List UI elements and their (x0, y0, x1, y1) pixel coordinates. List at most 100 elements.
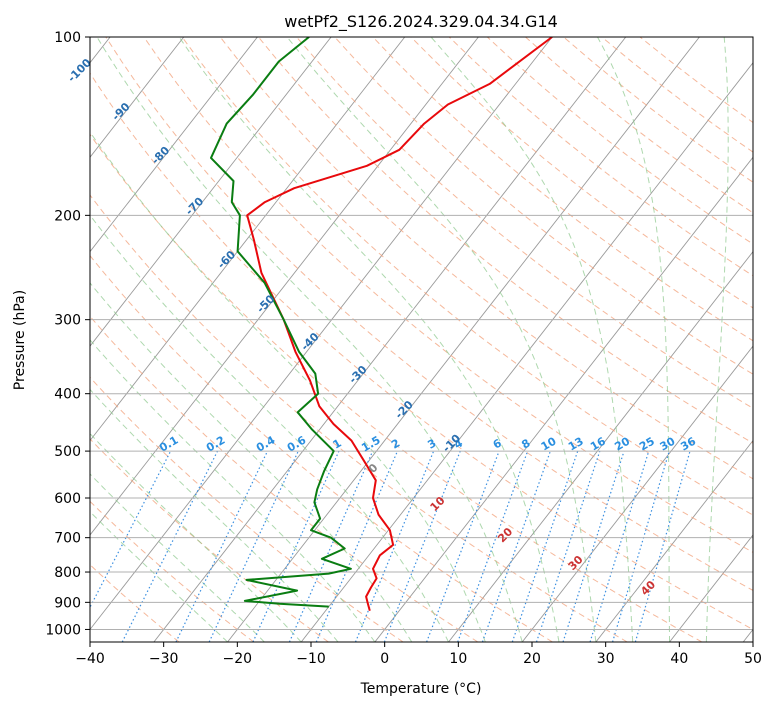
mixing-ratio-line (535, 450, 601, 642)
dry-adiabat (372, 37, 753, 342)
isotherm-line (448, 250, 753, 642)
isotherm-label: -50 (254, 292, 277, 315)
dewpoint-profile (210, 37, 352, 608)
profiles (210, 37, 553, 612)
x-tick-label: 40 (670, 651, 688, 667)
y-tick-label: 500 (54, 444, 81, 460)
mixing-ratio-label: 6 (491, 436, 504, 451)
x-tick-label: −40 (75, 651, 105, 667)
isotherm-label: -40 (298, 330, 321, 353)
moist-adiabat-label: 10 (428, 494, 448, 514)
chart-title: wetPf2_S126.2024.329.04.34.G14 (284, 12, 558, 32)
isotherm-line (669, 534, 753, 642)
y-tick-label: 100 (54, 30, 81, 46)
dry-adiabat (90, 564, 180, 642)
isotherm-label: -80 (149, 144, 172, 167)
x-tick-label: 10 (449, 651, 467, 667)
y-axis: 100 200 300 400 500 600 700 800 900 1000 (45, 30, 90, 638)
x-tick-label: 0 (380, 651, 389, 667)
y-tick-label: 400 (54, 387, 81, 403)
x-tick-label: −30 (149, 651, 179, 667)
mixing-ratio-line (315, 450, 399, 642)
dry-adiabat (486, 37, 753, 245)
isotherm-line (300, 62, 753, 642)
mixing-ratio-label: 8 (519, 437, 532, 452)
x-axis: −40 −30 −20 −10 0 10 20 30 40 50 (75, 642, 762, 667)
isotherm-line (742, 628, 753, 642)
isotherm-line (90, 37, 258, 253)
moist-adiabat (96, 37, 523, 642)
isotherm-line (227, 37, 700, 642)
mixing-ratio-line (426, 450, 500, 642)
mixing-ratio-line (90, 450, 172, 609)
isotherm-line (90, 37, 406, 442)
y-tick-label: 300 (54, 313, 81, 329)
background-lines (90, 37, 753, 642)
moist-adiabat (90, 282, 413, 642)
mixing-ratio-line (252, 450, 340, 642)
mixing-ratio-line (589, 450, 650, 642)
temperature-profile (246, 37, 553, 612)
isotherm-label: -70 (183, 194, 206, 217)
x-tick-label: 50 (744, 651, 762, 667)
dry-adiabat (143, 37, 753, 553)
dry-adiabat (90, 500, 255, 642)
dry-adiabat (90, 72, 753, 630)
mixing-ratio-line (208, 450, 299, 642)
dry-adiabat (90, 438, 329, 642)
x-tick-label: 30 (597, 651, 615, 667)
moist-adiabat-label: 0 (366, 461, 381, 476)
dry-adiabat (525, 37, 753, 214)
mixing-ratio-line (611, 450, 670, 642)
dry-adiabat (90, 194, 628, 642)
dry-adiabat (448, 37, 753, 277)
y-tick-label: 800 (54, 565, 81, 581)
mixing-ratio-label: 3 (425, 437, 438, 452)
plot-frame (89, 36, 754, 643)
moist-adiabat (90, 432, 302, 642)
mixing-ratio-line (288, 450, 374, 642)
dry-adiabat (90, 133, 703, 642)
isotherm-line (153, 37, 627, 642)
mixing-ratio-line (562, 450, 625, 642)
moist-adiabat (286, 37, 597, 642)
dry-adiabat (296, 37, 753, 409)
isotherm-line (374, 156, 753, 642)
y-tick-label: 200 (54, 208, 81, 224)
moist-adiabat (90, 511, 228, 642)
dry-adiabat (258, 37, 753, 444)
mixing-ratio-line (354, 450, 435, 642)
moist-adiabat (178, 37, 560, 642)
x-tick-label: −10 (296, 651, 326, 667)
mixing-ratio-line (457, 450, 529, 642)
dry-adiabat (105, 37, 753, 591)
moist-adiabat (90, 339, 376, 642)
mixing-ratio-label: 2 (389, 437, 402, 452)
dry-adiabat (639, 37, 753, 124)
x-tick-label: −20 (223, 651, 253, 667)
mixing-ratio-line (511, 450, 579, 642)
dry-adiabat (90, 315, 479, 642)
isotherm-line (90, 37, 332, 347)
moist-adiabat-label: 30 (566, 553, 586, 573)
moist-adiabat (597, 37, 670, 642)
isotherm-line (595, 439, 753, 642)
x-axis-title: Temperature (°C) (360, 681, 482, 697)
moist-adiabat (90, 131, 486, 642)
dry-adiabat (601, 37, 753, 153)
moist-adiabat (90, 473, 265, 642)
isotherm-line (90, 37, 479, 536)
moist-adiabat (430, 37, 634, 642)
isotherm-label: -20 (393, 398, 416, 421)
dry-adiabat (181, 37, 753, 516)
moist-adiabat-label: 40 (638, 578, 658, 598)
isotherm-line (90, 37, 185, 158)
y-tick-label: 900 (54, 595, 81, 611)
mixing-ratio-line (121, 450, 219, 642)
isotherm-label: -90 (109, 100, 132, 123)
moist-adiabat (90, 214, 449, 642)
dry-adiabat (90, 376, 404, 642)
x-tick-label: 20 (523, 651, 541, 667)
y-tick-label: 600 (54, 491, 81, 507)
